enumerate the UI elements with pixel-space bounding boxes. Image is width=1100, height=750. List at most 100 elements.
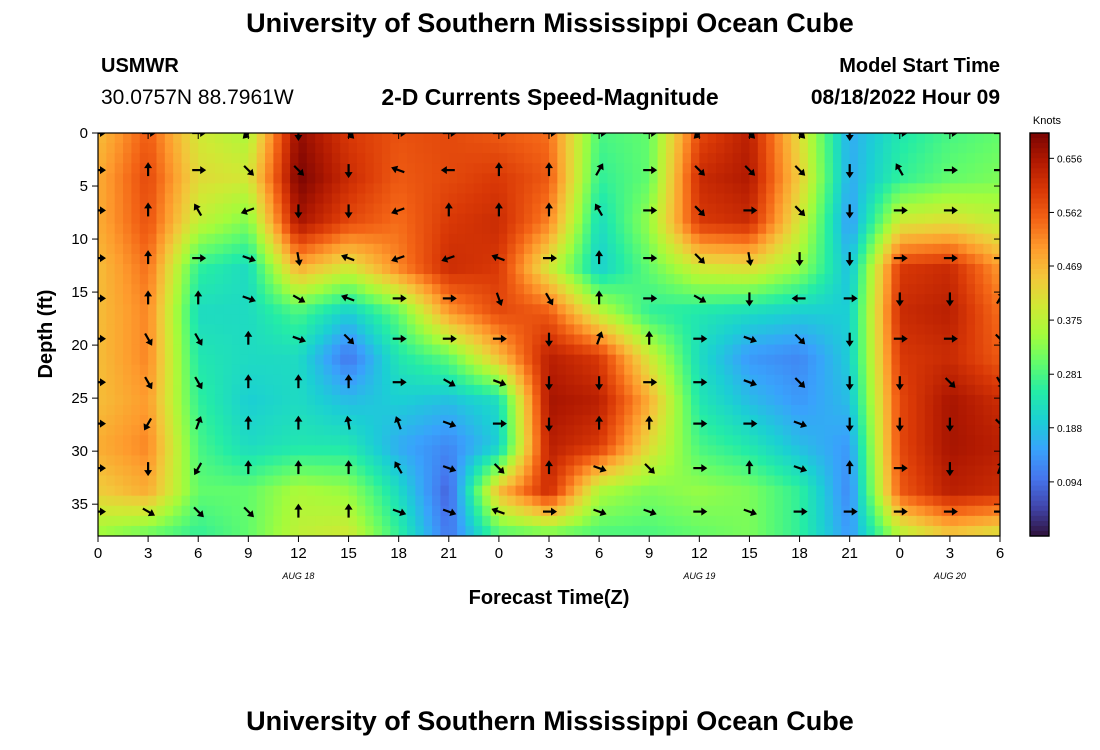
heatmap-cell	[707, 284, 717, 295]
heatmap-cell	[791, 344, 801, 356]
heatmap-cell	[181, 243, 191, 255]
heatmap-cell	[398, 314, 408, 326]
heatmap-cell	[599, 274, 609, 285]
heatmap-cell	[515, 525, 525, 536]
current-arrow	[294, 503, 303, 518]
heatmap-cell	[398, 495, 408, 507]
heatmap-cell	[356, 465, 366, 477]
heatmap-cell	[457, 314, 467, 326]
heatmap-cell	[883, 374, 893, 386]
current-arrow-head	[895, 384, 904, 391]
current-arrow-head	[495, 299, 504, 306]
heatmap-cell	[473, 314, 483, 326]
heatmap-cell	[799, 495, 809, 507]
heatmap-cell	[824, 173, 834, 184]
heatmap-cell	[690, 183, 700, 195]
heatmap-cell	[774, 415, 784, 426]
heatmap-cell	[624, 284, 634, 295]
heatmap-cell	[490, 173, 500, 184]
heatmap-cell	[340, 435, 350, 446]
heatmap-cell	[473, 515, 483, 527]
heatmap-cell	[473, 284, 483, 295]
heatmap-cell	[858, 465, 867, 477]
heatmap-cell	[849, 173, 859, 184]
heatmap-cell	[114, 304, 124, 315]
current-arrow	[693, 464, 708, 473]
heatmap-cell	[832, 455, 842, 467]
heatmap-cell	[373, 304, 383, 315]
heatmap-cell	[148, 475, 158, 487]
heatmap-cell	[265, 505, 274, 517]
heatmap-cell	[941, 183, 951, 195]
heatmap-cell	[883, 274, 893, 285]
heatmap-cell	[565, 284, 575, 295]
heatmap-cell	[173, 394, 183, 406]
heatmap-cell	[148, 133, 158, 144]
heatmap-cell	[415, 405, 425, 416]
current-arrow	[893, 133, 908, 137]
heatmap-cell	[741, 485, 751, 497]
heatmap-cell	[156, 425, 166, 436]
heatmap-cell	[532, 465, 542, 477]
heatmap-cell	[407, 364, 416, 376]
heatmap-cell	[340, 515, 350, 527]
heatmap-cell	[315, 304, 325, 315]
heatmap-cell	[306, 153, 316, 164]
heatmap-cell	[507, 384, 517, 396]
heatmap-cell	[114, 324, 124, 336]
heatmap-cell	[757, 394, 767, 406]
heatmap-cell	[933, 334, 943, 346]
current-arrow	[492, 379, 507, 387]
heatmap-cell	[766, 364, 776, 376]
current-arrow	[294, 460, 303, 475]
heatmap-cell	[281, 445, 291, 456]
heatmap-cell	[866, 263, 876, 275]
heatmap-cell	[941, 394, 951, 406]
heatmap-cell	[891, 384, 901, 396]
heatmap-cell	[540, 304, 550, 315]
heatmap-cell	[732, 223, 742, 235]
heatmap-cell	[482, 274, 492, 285]
heatmap-cell	[231, 193, 241, 205]
current-arrow	[795, 252, 804, 267]
heatmap-cell	[348, 213, 358, 225]
heatmap-cell	[381, 485, 391, 497]
heatmap-cell	[874, 485, 884, 497]
heatmap-cell	[473, 213, 483, 225]
heatmap-cell	[924, 284, 934, 295]
heatmap-cell	[716, 243, 725, 255]
current-arrow-head	[240, 207, 248, 215]
heatmap-cell	[590, 475, 600, 487]
current-arrow	[243, 506, 254, 518]
heatmap-cell	[306, 183, 316, 195]
heatmap-cell	[858, 445, 867, 456]
heatmap-cell	[615, 425, 625, 436]
heatmap-cell	[381, 465, 391, 477]
heatmap-cell	[632, 405, 642, 416]
heatmap-cell	[482, 455, 492, 467]
current-arrow-head	[144, 250, 153, 257]
heatmap-cell	[448, 223, 458, 235]
heatmap-cell	[281, 263, 291, 275]
heatmap-cell	[306, 163, 316, 174]
heatmap-cell	[340, 485, 350, 497]
heatmap-cell	[908, 485, 918, 497]
heatmap-cell	[331, 394, 341, 406]
current-arrow-head	[294, 374, 303, 381]
heatmap-cell	[757, 334, 767, 346]
heatmap-cell	[599, 173, 609, 184]
heatmap-cell	[432, 495, 442, 507]
current-arrow	[344, 503, 353, 518]
heatmap-cell	[482, 374, 492, 386]
heatmap-cell	[565, 334, 575, 346]
heatmap-cell	[816, 485, 826, 497]
heatmap-cell	[365, 334, 375, 346]
heatmap-cell	[223, 223, 233, 235]
heatmap-cell	[741, 213, 751, 225]
heatmap-cell	[874, 153, 884, 164]
heatmap-cell	[532, 344, 542, 356]
heatmap-cell	[858, 515, 867, 527]
heatmap-cell	[248, 475, 258, 487]
heatmap-cell	[131, 344, 141, 356]
heatmap-cell	[791, 314, 801, 326]
